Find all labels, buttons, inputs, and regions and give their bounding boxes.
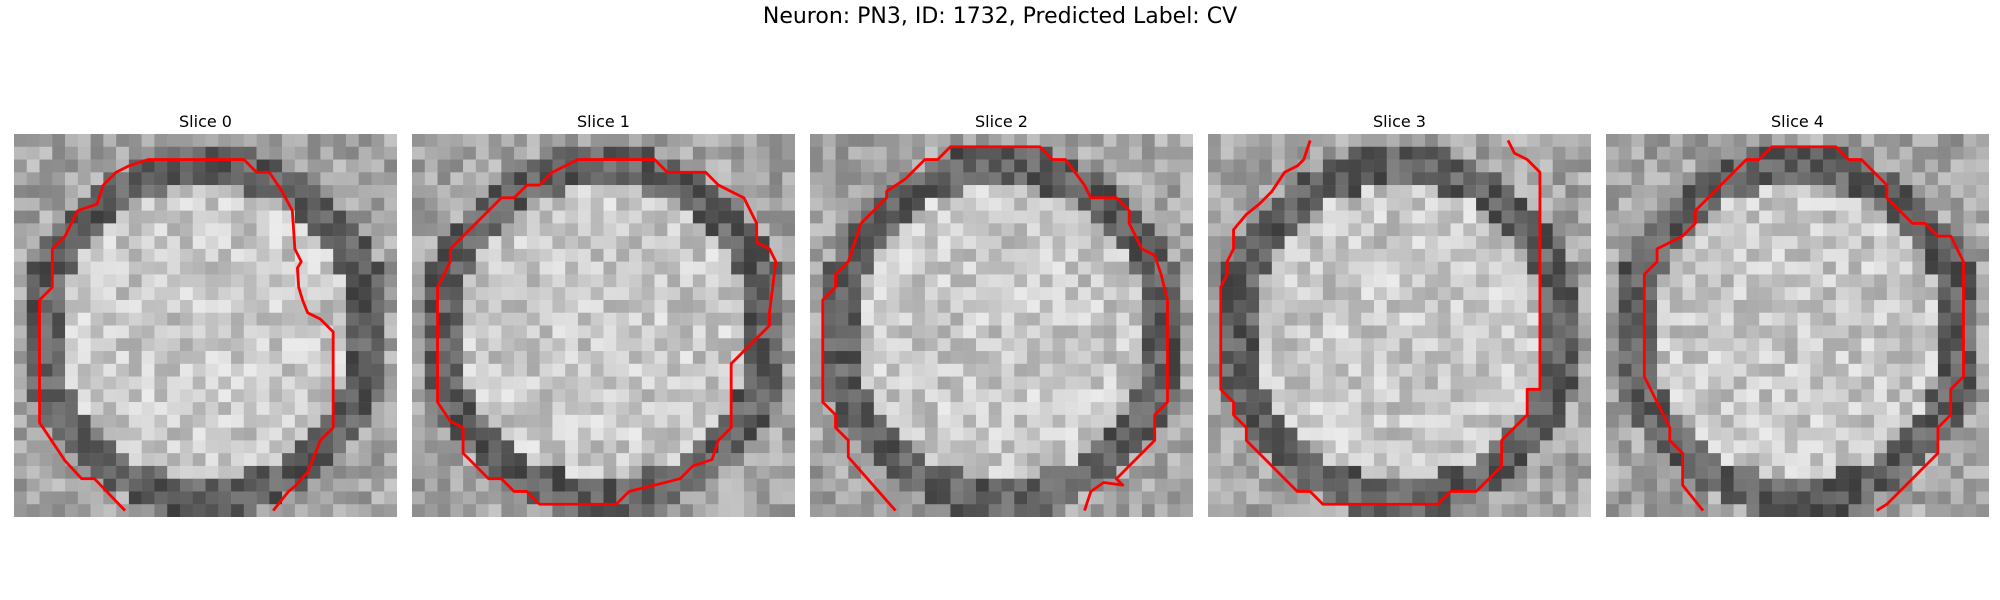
slice-panel-2: Slice 2 (810, 112, 1193, 517)
cell-contour (821, 145, 1169, 512)
slice-panel-1: Slice 1 (412, 112, 795, 517)
slice-image-2 (810, 134, 1193, 517)
slice-title: Slice 3 (1373, 112, 1426, 131)
slice-image-4 (1606, 134, 1989, 517)
cell-contour (436, 158, 778, 506)
slice-title: Slice 4 (1771, 112, 1824, 131)
slice-panel-3: Slice 3 (1208, 112, 1591, 517)
slice-image-1 (412, 134, 795, 517)
cell-contour (1219, 139, 1542, 506)
slice-panel-4: Slice 4 (1606, 112, 1989, 517)
cell-contour (38, 158, 335, 512)
slice-title: Slice 0 (179, 112, 232, 131)
slice-image-3 (1208, 134, 1591, 517)
figure-title: Neuron: PN3, ID: 1732, Predicted Label: … (762, 4, 1238, 29)
slice-panel-0: Slice 0 (14, 112, 397, 517)
slice-title: Slice 2 (975, 112, 1028, 131)
cell-contour (1642, 145, 1965, 512)
slice-image-0 (14, 134, 397, 517)
slice-title: Slice 1 (577, 112, 630, 131)
